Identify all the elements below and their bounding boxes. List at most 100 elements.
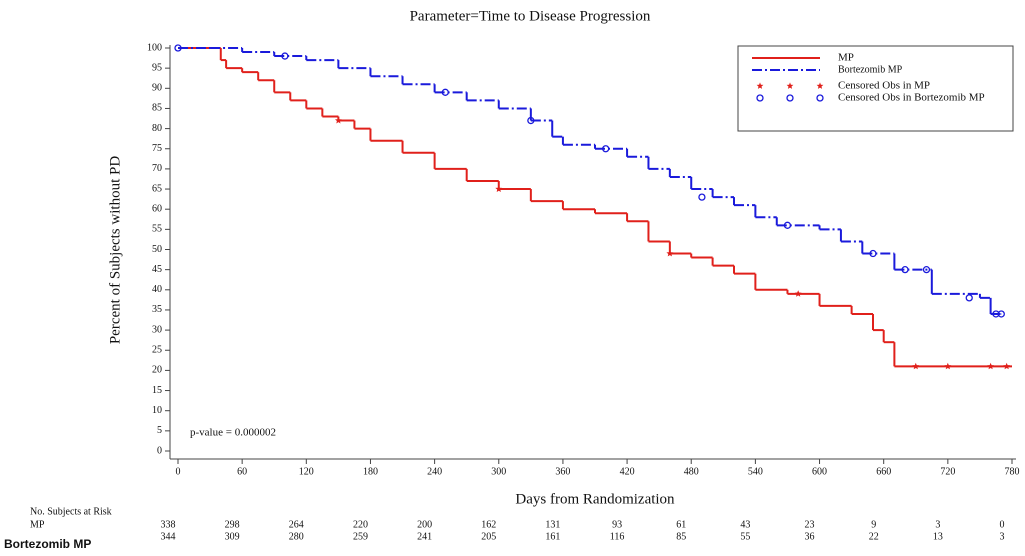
legend-label: Bortezomib MP <box>838 64 903 75</box>
y-tick-label: 40 <box>152 284 162 295</box>
censored-marker <box>335 116 342 124</box>
at-risk-count: 43 <box>740 519 750 530</box>
censored-marker <box>783 221 792 229</box>
at-risk-count: 9 <box>871 519 876 530</box>
x-tick-label: 540 <box>748 466 763 477</box>
x-tick-label: 240 <box>427 466 442 477</box>
y-tick-label: 55 <box>152 224 162 235</box>
at-risk-count: 241 <box>417 531 432 542</box>
x-tick-label: 600 <box>812 466 827 477</box>
legend-box <box>737 45 1014 132</box>
at-risk-count: 36 <box>805 531 815 542</box>
at-risk-title: No. Subjects at Risk <box>30 506 112 517</box>
x-tick-label: 660 <box>876 466 891 477</box>
at-risk-row-label: Bortezomib MP <box>4 537 91 551</box>
p-value: p-value = 0.000002 <box>190 427 276 439</box>
y-tick-label: 45 <box>152 264 162 275</box>
at-risk-count: 61 <box>676 519 686 530</box>
censored-marker <box>992 310 1000 318</box>
at-risk-count: 205 <box>481 531 496 542</box>
y-tick-label: 5 <box>157 425 162 436</box>
y-tick-label: 15 <box>152 385 162 396</box>
censored-marker <box>786 82 794 89</box>
y-tick-label: 35 <box>152 304 162 315</box>
censored-marker <box>794 290 802 297</box>
at-risk-count: 131 <box>545 519 560 530</box>
censored-marker <box>666 249 674 257</box>
at-risk-count: 309 <box>225 531 240 542</box>
censored-marker <box>997 310 1005 318</box>
censored-marker <box>786 94 794 102</box>
at-risk-count: 200 <box>417 519 432 530</box>
y-tick-label: 95 <box>152 62 162 73</box>
censored-marker <box>816 94 824 102</box>
censored-marker <box>527 116 535 125</box>
y-tick-label: 0 <box>157 445 162 456</box>
x-tick-label: 0 <box>176 466 181 477</box>
y-axis-label: Percent of Subjects without PD <box>107 156 123 344</box>
at-risk-count: 93 <box>612 519 622 530</box>
censored-marker <box>756 82 764 89</box>
at-risk-count: 298 <box>225 519 240 530</box>
at-risk-count: 264 <box>289 519 304 530</box>
at-risk-count: 3 <box>935 519 940 530</box>
at-risk-count: 116 <box>610 531 625 542</box>
legend-label: MP <box>838 52 854 64</box>
at-risk-count: 85 <box>676 531 686 542</box>
y-tick-label: 30 <box>152 324 162 335</box>
censored-marker <box>901 265 909 274</box>
y-tick-label: 90 <box>152 83 162 94</box>
at-risk-count: 344 <box>161 531 176 542</box>
censored-marker <box>441 88 449 96</box>
x-tick-label: 360 <box>555 466 570 477</box>
y-tick-label: 80 <box>152 123 162 134</box>
censored-marker <box>965 294 973 302</box>
y-tick-label: 10 <box>152 405 162 416</box>
censored-marker <box>1003 362 1011 370</box>
y-tick-label: 50 <box>152 244 162 255</box>
at-risk-count: 220 <box>353 519 368 530</box>
y-tick-label: 65 <box>152 183 162 194</box>
x-tick-label: 780 <box>1005 466 1020 477</box>
at-risk-count: 13 <box>933 531 943 542</box>
censored-marker <box>756 94 764 102</box>
x-tick-label: 720 <box>940 466 955 477</box>
censored-marker <box>281 52 289 60</box>
x-tick-label: 480 <box>684 466 699 477</box>
y-tick-label: 100 <box>147 42 162 53</box>
censored-marker <box>944 362 952 370</box>
at-risk-count: 3 <box>1000 531 1005 542</box>
x-axis-label: Days from Randomization <box>515 491 675 507</box>
at-risk-count: 55 <box>740 531 750 542</box>
x-tick-label: 120 <box>299 466 314 477</box>
at-risk-count: 23 <box>805 519 815 530</box>
censored-marker <box>869 249 877 258</box>
y-tick-label: 70 <box>152 163 162 174</box>
censored-marker <box>602 145 610 153</box>
at-risk-count: 259 <box>353 531 368 542</box>
censored-marker <box>816 82 824 89</box>
x-tick-label: 300 <box>491 466 506 477</box>
y-tick-label: 25 <box>152 345 162 356</box>
legend-label: Censored Obs in MP <box>838 80 930 92</box>
censored-marker <box>922 265 931 274</box>
at-risk-count: 162 <box>481 519 496 530</box>
censored-marker <box>174 44 182 52</box>
at-risk-count: 280 <box>289 531 304 542</box>
y-tick-label: 75 <box>152 143 162 154</box>
at-risk-count: 22 <box>869 531 879 542</box>
at-risk-count: 0 <box>1000 519 1005 530</box>
censored-marker <box>495 185 503 192</box>
x-tick-label: 180 <box>363 466 378 477</box>
x-tick-label: 420 <box>620 466 635 477</box>
chart-title: Parameter=Time to Disease Progression <box>410 8 651 24</box>
at-risk-row-label: MP <box>30 519 45 530</box>
at-risk-count: 338 <box>161 519 176 530</box>
legend-label: Censored Obs in Bortezomib MP <box>838 92 985 104</box>
y-tick-label: 60 <box>152 203 162 214</box>
at-risk-count: 161 <box>545 531 560 542</box>
y-tick-label: 20 <box>152 365 162 376</box>
censored-marker <box>912 362 920 370</box>
censored-marker <box>698 193 706 201</box>
